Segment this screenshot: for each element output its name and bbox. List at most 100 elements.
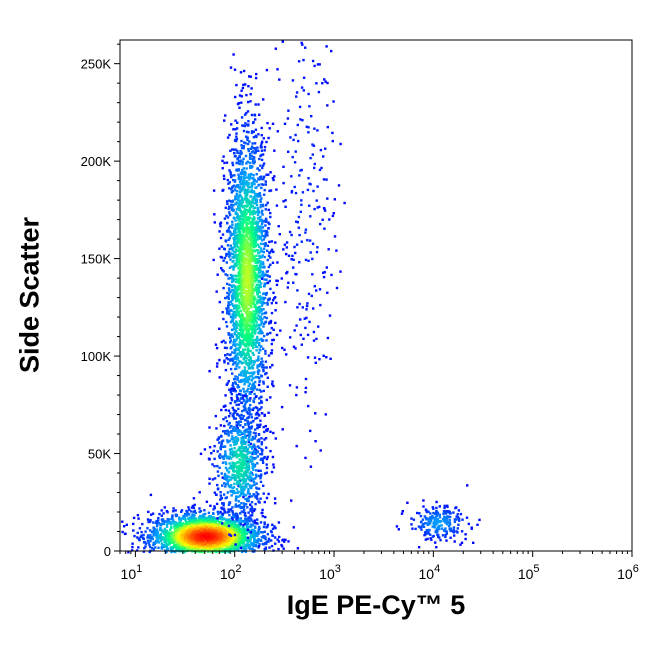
data-point <box>265 540 268 544</box>
data-point <box>235 83 238 87</box>
data-point <box>239 178 242 182</box>
data-point <box>257 440 261 443</box>
data-point <box>225 546 228 549</box>
data-point <box>251 335 255 338</box>
data-point <box>253 317 256 321</box>
data-point <box>180 543 184 546</box>
data-point <box>230 392 233 396</box>
data-point <box>259 256 263 259</box>
data-point <box>158 534 162 537</box>
data-point <box>246 520 249 524</box>
data-point <box>250 237 253 241</box>
data-point <box>237 281 241 284</box>
data-point <box>143 547 146 550</box>
data-point <box>262 242 265 246</box>
data-point <box>160 522 164 526</box>
data-point <box>272 297 276 300</box>
data-point <box>168 537 171 541</box>
data-point <box>248 540 251 543</box>
data-point <box>235 326 239 329</box>
data-point <box>174 527 177 530</box>
data-point <box>228 288 231 291</box>
data-point <box>229 528 232 531</box>
data-point <box>277 540 281 543</box>
data-point <box>227 332 230 335</box>
data-point <box>206 546 210 549</box>
data-point <box>245 223 248 226</box>
data-point <box>270 342 273 346</box>
data-point <box>194 531 197 534</box>
data-point <box>209 520 212 523</box>
data-point <box>223 256 227 260</box>
data-point <box>259 144 263 147</box>
data-point <box>240 175 243 179</box>
data-point <box>258 397 261 400</box>
data-point <box>242 235 245 239</box>
data-point <box>243 403 247 406</box>
data-point <box>261 531 265 534</box>
data-point <box>228 283 231 286</box>
data-point <box>136 531 139 535</box>
data-point <box>251 301 254 305</box>
data-point <box>235 244 238 247</box>
data-point <box>271 261 275 264</box>
data-point <box>210 528 213 532</box>
data-point <box>226 527 229 531</box>
data-point <box>121 520 124 523</box>
data-point <box>235 528 239 531</box>
data-point <box>247 353 251 356</box>
data-point <box>257 314 260 317</box>
data-point <box>252 509 256 512</box>
data-point <box>245 390 248 393</box>
data-point <box>167 522 170 525</box>
data-point <box>160 518 164 521</box>
data-point <box>277 547 280 551</box>
data-point <box>244 401 248 404</box>
data-point <box>225 325 229 328</box>
data-point <box>231 186 234 189</box>
data-point <box>233 545 237 548</box>
data-point <box>246 254 250 258</box>
data-point <box>262 250 265 254</box>
data-point <box>266 303 269 306</box>
data-point <box>259 323 262 327</box>
data-point <box>254 477 257 480</box>
data-point <box>245 353 248 356</box>
data-point <box>264 180 267 183</box>
data-point <box>233 535 237 539</box>
data-point <box>233 151 236 155</box>
data-point <box>251 291 255 295</box>
data-point <box>256 167 260 170</box>
data-point <box>244 208 247 211</box>
data-point <box>264 321 267 324</box>
data-point <box>235 399 239 402</box>
data-point <box>228 187 231 190</box>
data-point <box>148 520 152 524</box>
data-point <box>253 246 256 249</box>
data-point <box>247 365 251 368</box>
data-point <box>184 524 187 528</box>
data-point <box>234 219 237 222</box>
data-point <box>235 261 238 264</box>
data-point <box>232 204 235 207</box>
data-point <box>236 151 239 154</box>
data-point <box>173 523 176 526</box>
data-point <box>133 534 136 538</box>
data-point <box>262 98 265 101</box>
data-point <box>237 524 240 527</box>
data-point <box>255 341 258 344</box>
data-point <box>249 361 253 365</box>
data-point <box>216 541 220 544</box>
data-point <box>200 515 204 518</box>
data-point <box>236 286 240 289</box>
data-point <box>232 265 235 268</box>
data-point <box>162 522 166 525</box>
data-point <box>201 546 204 549</box>
data-point <box>225 536 229 539</box>
data-point <box>260 361 263 364</box>
data-point <box>253 142 257 145</box>
data-point <box>229 530 233 534</box>
data-point <box>224 206 227 209</box>
data-point <box>260 337 263 341</box>
data-point <box>242 286 245 289</box>
